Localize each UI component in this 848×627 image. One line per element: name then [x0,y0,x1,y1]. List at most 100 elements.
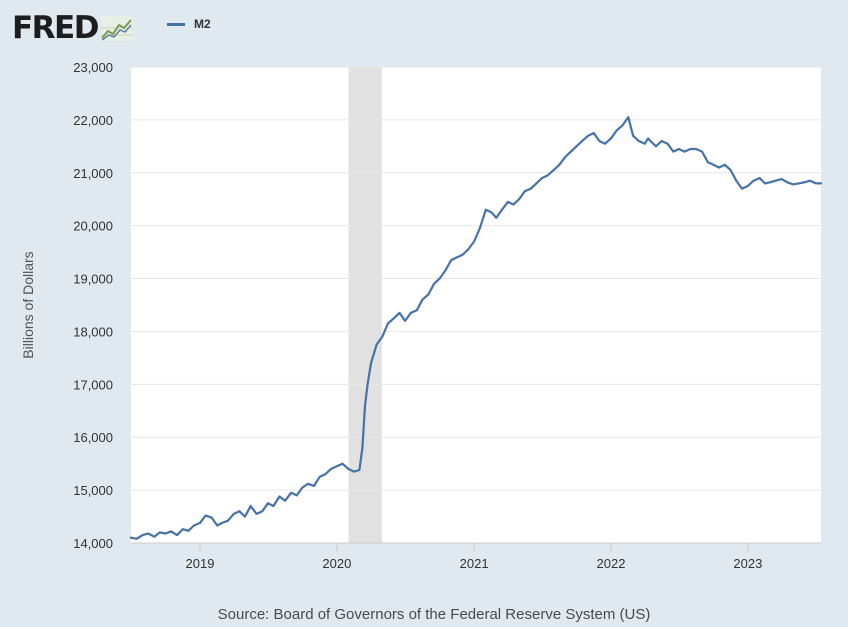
y-tick-label: 22,000 [73,113,113,128]
data-point [512,203,515,206]
data-point [604,142,606,145]
y-tick-label: 16,000 [73,430,113,445]
data-point [386,322,389,325]
data-point [467,248,470,251]
data-point [735,179,738,182]
fred-logo[interactable]: FRED [12,10,133,46]
data-point [415,309,418,312]
data-point [752,179,755,182]
y-axis-label: Billions of Dollars [20,251,36,358]
data-point [313,484,315,487]
data-point [529,187,532,190]
data-point [672,150,675,153]
data-point [706,161,709,164]
data-point [324,473,327,476]
data-point [655,145,657,148]
data-point [535,182,538,185]
data-point [261,510,264,513]
data-point [301,486,304,489]
data-point [347,468,350,470]
data-point [575,145,578,148]
y-tick-label: 15,000 [73,483,113,498]
data-point [660,140,663,142]
data-point [564,156,567,158]
data-point [216,524,219,527]
data-point [615,129,618,132]
data-point [500,208,503,211]
data-point [181,528,184,531]
data-point [809,179,812,182]
fred-logo-text: FRED [12,10,99,46]
data-point [295,494,298,497]
trend-graph-icon [100,16,133,41]
plot-area [131,67,821,543]
data-point [226,519,229,522]
y-tick-label: 17,000 [73,377,113,392]
data-point [158,531,161,534]
y-tick-label: 19,000 [73,272,113,287]
data-point [141,534,144,536]
data-point [610,137,612,140]
data-point [366,383,369,386]
data-point [249,505,252,507]
data-point [364,404,366,407]
data-point [558,163,561,166]
data-point [433,282,435,285]
data-point [176,534,179,536]
data-point [266,502,269,505]
data-point [758,177,761,179]
data-point [444,269,447,272]
data-point [358,469,361,471]
data-point [712,163,715,166]
source-note: Source: Board of Governors of the Federa… [217,606,651,623]
data-point [746,185,749,187]
data-point [221,522,224,524]
x-tick-label: 2021 [460,556,489,571]
x-tick-label: 2023 [733,556,762,571]
data-point [627,116,630,119]
data-point [193,524,195,527]
data-point [649,140,652,142]
data-point [677,148,680,150]
x-tick-label: 2022 [597,556,626,571]
data-point [318,475,321,478]
data-point [353,470,356,473]
data-point [204,514,207,517]
data-point [814,182,817,185]
data-point [238,510,241,513]
data-point [581,140,584,142]
chart-legend[interactable]: M2 [167,17,211,31]
data-point [455,256,458,259]
data-point [495,216,498,219]
data-point [361,446,364,449]
data-point [375,343,378,346]
data-point [398,312,401,314]
data-point [450,259,453,261]
data-point [701,150,704,153]
data-point [341,462,344,465]
data-point [278,495,281,498]
m2-line-chart[interactable]: 14,000 15,000 16,000 17,000 18,000 19,000 20,0… [0,0,848,600]
data-point [272,505,275,507]
data-point [153,535,156,538]
data-point [587,134,590,137]
data-point [187,529,190,532]
data-point [392,317,395,320]
data-point [244,515,246,518]
data-point [820,182,822,185]
data-point [718,166,720,169]
data-point [791,183,794,186]
data-point [541,177,543,179]
data-point [381,335,384,338]
data-point [370,362,372,365]
data-point [637,140,640,142]
data-point [170,530,173,533]
data-point [769,181,771,184]
data-point [290,491,293,494]
data-point [546,174,549,177]
x-tick-label: 2019 [186,556,215,571]
data-point [473,240,476,243]
data-point [438,277,441,280]
data-point [130,536,132,539]
legend-swatch-m2 [167,22,185,26]
